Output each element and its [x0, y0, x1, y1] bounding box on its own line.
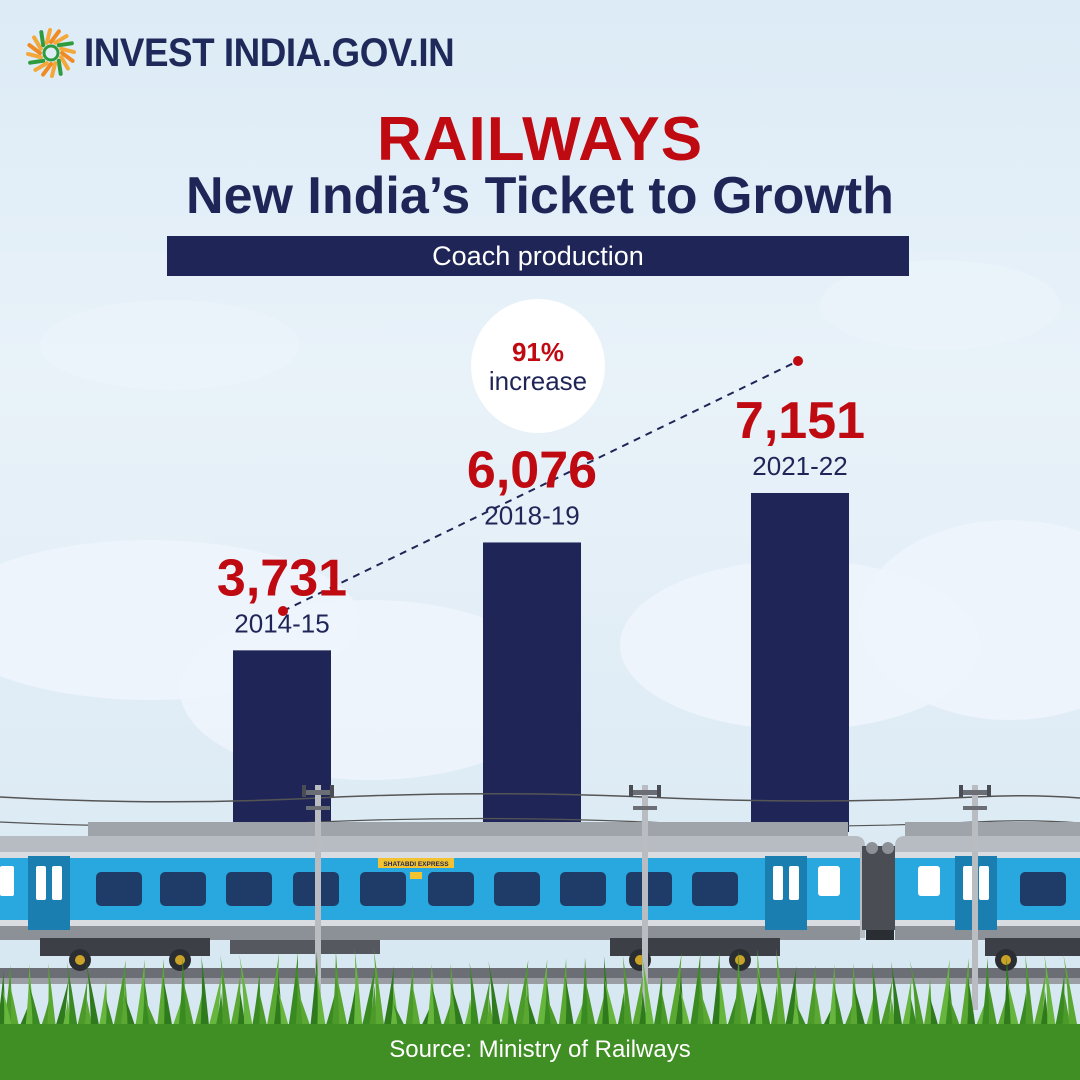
page-subtitle: New India’s Ticket to Growth — [186, 167, 894, 225]
page-title: RAILWAYS — [376, 105, 704, 174]
train-coach-right — [895, 822, 1080, 971]
source-note: Source: Ministry of Railways — [389, 1036, 691, 1063]
sun-logo-icon — [26, 28, 76, 78]
train-coupler — [862, 842, 898, 940]
trend-line — [282, 360, 799, 612]
badge-text: increase — [488, 366, 588, 396]
train-sign-text: SHATABDI EXPRESS — [383, 861, 449, 868]
overhead-wire — [0, 792, 1080, 803]
category-label: 2021-22 — [752, 451, 847, 481]
category-label: 2014-15 — [234, 608, 329, 638]
trend-end-dot — [793, 356, 803, 366]
value-label: 6,076 — [467, 441, 597, 499]
category-label: 2018-19 — [484, 500, 579, 530]
value-label: 7,151 — [735, 392, 865, 450]
logo[interactable]: INVEST INDIA.GOV.IN — [26, 28, 486, 78]
rail — [0, 968, 1080, 978]
bar-2021-22 — [751, 493, 849, 832]
grass-strip — [0, 1024, 1080, 1080]
cloud — [40, 300, 300, 390]
badge-percent: 91% — [511, 337, 565, 367]
bar-2018-19 — [483, 542, 581, 822]
value-label: 3,731 — [217, 549, 347, 607]
train-sign — [378, 858, 454, 868]
increase-badge: 91% increase — [471, 299, 605, 433]
logo-text: INVEST INDIA.GOV.IN — [84, 30, 455, 75]
trend-start-dot — [278, 606, 288, 616]
chart-title-banner: Coach production — [167, 236, 909, 276]
rail-bed — [0, 978, 1080, 984]
train-coach-left: SHATABDI EXPRESS — [0, 822, 865, 971]
